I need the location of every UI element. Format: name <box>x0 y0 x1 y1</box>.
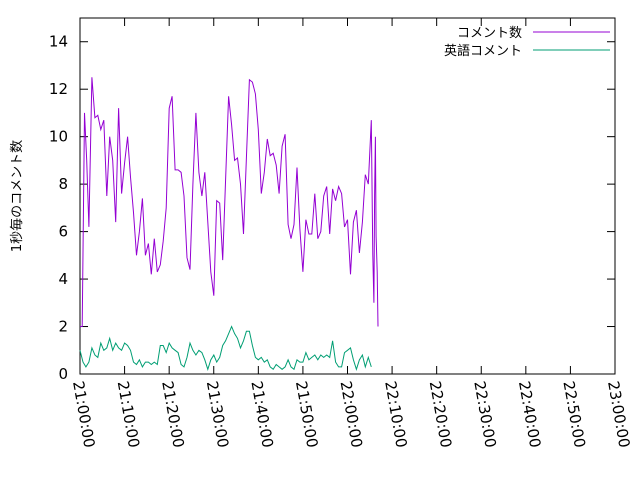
x-tick-label: 21:20:00 <box>158 380 187 449</box>
plot-frame <box>79 17 616 375</box>
y-tick-label: 8 <box>58 175 68 193</box>
x-tick-label: 21:10:00 <box>114 380 143 449</box>
y-tick-label: 10 <box>49 128 68 146</box>
x-tick-label: 22:40:00 <box>515 380 544 449</box>
x-tick-label: 23:00:00 <box>604 380 633 449</box>
series-group <box>79 77 379 371</box>
y-axis-label: 1秒毎のコメント数 <box>9 140 25 252</box>
y-tick-label: 4 <box>58 270 68 288</box>
legend-label-comments: コメント数 <box>457 26 522 41</box>
legend: コメント数 英語コメント <box>444 26 610 59</box>
x-tick-label: 22:50:00 <box>559 380 588 449</box>
y-tick-label: 14 <box>49 33 68 51</box>
y-tick-label: 12 <box>49 80 68 98</box>
x-tick-label: 22:30:00 <box>470 380 499 449</box>
x-tick-label: 21:00:00 <box>69 380 98 449</box>
series-line-english <box>79 325 372 371</box>
x-tick-label: 22:20:00 <box>426 380 455 449</box>
x-tick-label: 21:30:00 <box>203 380 232 449</box>
y-axis-ticks: 0 2 4 6 8 10 12 14 <box>49 33 615 383</box>
x-tick-label: 21:50:00 <box>292 380 321 449</box>
series-line-comments <box>80 77 379 327</box>
x-tick-label: 22:00:00 <box>337 380 366 449</box>
x-tick-label: 21:40:00 <box>247 380 276 449</box>
legend-label-english: 英語コメント <box>444 43 522 59</box>
y-tick-label: 2 <box>58 318 68 336</box>
x-axis-ticks: 21:00:00 21:10:00 21:20:00 21:30:00 21:40:00… <box>69 18 633 449</box>
y-tick-label: 0 <box>58 365 68 383</box>
y-tick-label: 6 <box>58 223 68 241</box>
x-tick-label: 22:10:00 <box>381 380 410 449</box>
